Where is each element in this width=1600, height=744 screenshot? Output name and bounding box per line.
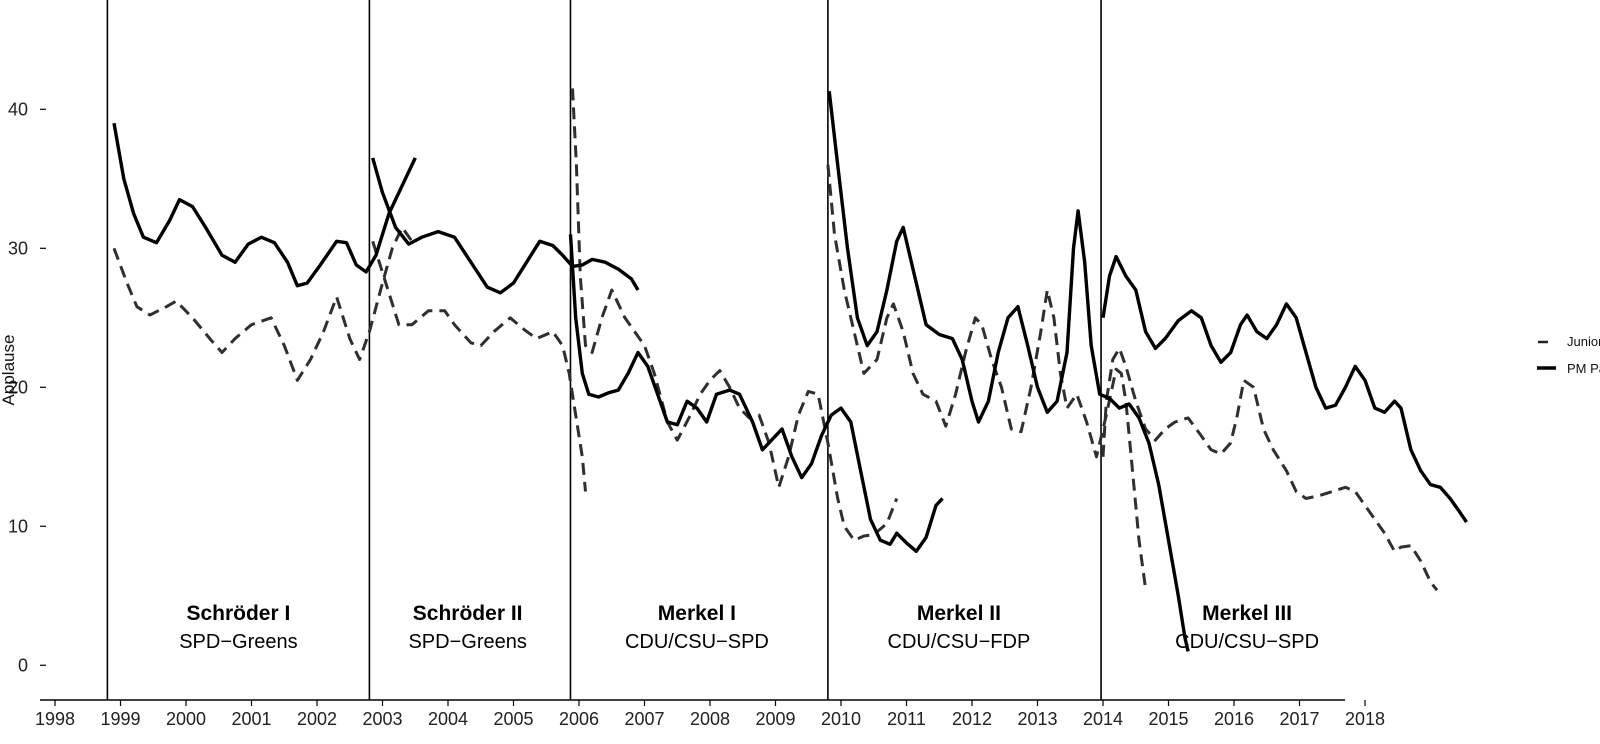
tick-labels: 1998 1999 2000 2001 2002 2003 2004 2005 2006 2007… xyxy=(8,99,1385,729)
x-tick-label-2000: 2000 xyxy=(166,709,206,729)
period-name-3: Merkel I xyxy=(658,602,736,625)
legend-label-pm: PM Party for Junior Party xyxy=(1567,361,1600,376)
y-tick-label-10: 10 xyxy=(8,516,28,536)
junior-for-pm-line-3 xyxy=(571,88,899,542)
x-tick-label-1998: 1998 xyxy=(35,709,75,729)
y-tick-label-30: 30 xyxy=(8,238,28,258)
x-tick-label-2009: 2009 xyxy=(755,709,795,729)
x-tick-label-2001: 2001 xyxy=(231,709,271,729)
y-tick-label-20: 20 xyxy=(8,377,28,397)
x-tick-label-2013: 2013 xyxy=(1017,709,1057,729)
legend-label-junior: Junior Party for PM Party xyxy=(1567,334,1600,349)
x-tick-label-2010: 2010 xyxy=(821,709,861,729)
x-tick-label-2006: 2006 xyxy=(559,709,599,729)
x-tick-label-2008: 2008 xyxy=(690,709,730,729)
period-coalition-3: CDU/CSU−SPD xyxy=(625,631,769,653)
period-coalition-1: SPD−Greens xyxy=(179,631,297,653)
x-tick-label-2012: 2012 xyxy=(952,709,992,729)
period-coalition-5: CDU/CSU−SPD xyxy=(1175,631,1319,653)
y-axis-title: Applause xyxy=(0,335,18,406)
legend: Junior Party for PM Party PM Party for J… xyxy=(1537,334,1600,376)
x-tick-label-2016: 2016 xyxy=(1214,709,1254,729)
pm-for-junior-line-2 xyxy=(371,157,640,295)
x-tick-label-2004: 2004 xyxy=(428,709,468,729)
junior-for-pm-line-2 xyxy=(371,240,587,492)
pm-for-junior-line-1 xyxy=(112,122,417,288)
x-tick-label-2011: 2011 xyxy=(887,709,926,729)
x-tick-label-2005: 2005 xyxy=(493,709,533,729)
x-tick-label-2002: 2002 xyxy=(297,709,337,729)
x-tick-label-2003: 2003 xyxy=(362,709,402,729)
period-name-4: Merkel II xyxy=(917,602,1001,625)
period-name-2: Schröder II xyxy=(413,602,523,625)
y-tick-label-40: 40 xyxy=(8,99,28,119)
y-tick-label-0: 0 xyxy=(18,655,28,675)
junior-for-pm-line-1 xyxy=(112,225,414,382)
period-labels: Schröder I SPD−Greens Schröder II SPD−Green… xyxy=(179,602,1319,653)
pm-for-junior-line-4 xyxy=(827,91,1190,652)
x-tick-label-2018: 2018 xyxy=(1345,709,1385,729)
pm-for-junior-line-5 xyxy=(1101,254,1468,524)
period-coalition-4: CDU/CSU−FDP xyxy=(888,631,1031,653)
x-tick-label-2007: 2007 xyxy=(624,709,664,729)
x-tick-label-2014: 2014 xyxy=(1083,709,1123,729)
x-tick-label-2017: 2017 xyxy=(1279,709,1319,729)
x-tick-label-1999: 1999 xyxy=(100,709,140,729)
period-coalition-2: SPD−Greens xyxy=(408,631,526,653)
x-tick-label-2015: 2015 xyxy=(1148,709,1188,729)
series-lines xyxy=(112,88,1468,652)
pm-for-junior-line-3 xyxy=(568,234,944,553)
period-name-5: Merkel III xyxy=(1202,602,1292,625)
government-change-lines xyxy=(106,0,1102,700)
junior-for-pm-line-5 xyxy=(1101,346,1439,592)
period-name-1: Schröder I xyxy=(186,602,290,625)
